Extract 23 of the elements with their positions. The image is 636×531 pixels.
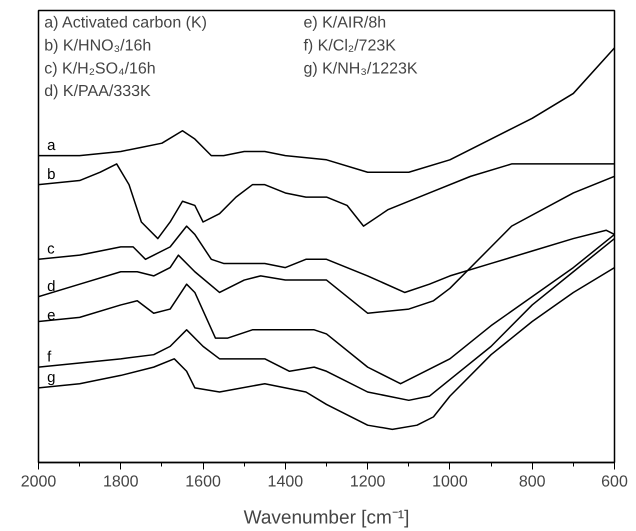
- x-tick-label: 1000: [432, 474, 468, 490]
- text: a) Activated carbon (K): [44, 14, 208, 32]
- series-label: f: [47, 348, 52, 366]
- series-label: b: [47, 166, 56, 184]
- x-tick-label: 1400: [268, 474, 304, 490]
- series-label: g: [47, 369, 56, 386]
- x-axis-title: Wavenumber [cm⁻¹]: [244, 508, 410, 528]
- x-tick-label: 1200: [350, 474, 386, 490]
- series-label: a: [47, 136, 56, 154]
- series-label: e: [47, 306, 56, 324]
- annotation: d) K/PAA/333K: [44, 83, 152, 100]
- annotation: c) K/H₂SO₄/16h: [44, 60, 156, 78]
- x-tick-label: 1600: [185, 474, 221, 490]
- x-tick-label: 800: [518, 474, 546, 490]
- text: e) K/AIR/8h: [303, 14, 386, 32]
- annotation: f) K/Cl₂/723K: [303, 37, 396, 54]
- series-label: d: [47, 278, 56, 295]
- series-label: c: [47, 240, 56, 258]
- x-tick-label: 2000: [20, 474, 56, 490]
- x-tick-label: 600: [601, 474, 628, 490]
- annotation: b) K/HNO₃/16h: [44, 37, 152, 54]
- x-tick-label: 1800: [102, 474, 139, 490]
- annotation: g) K/NH₃/1223K: [303, 60, 418, 78]
